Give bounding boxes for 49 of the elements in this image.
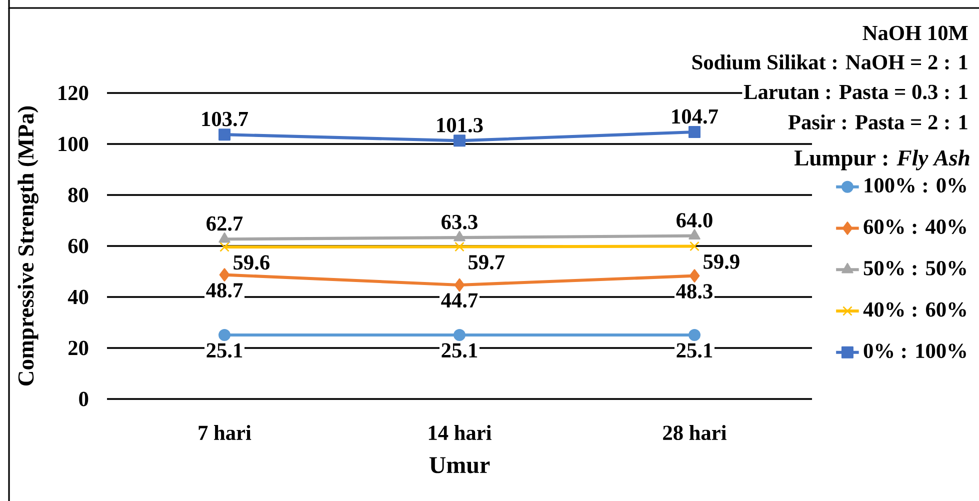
point	[218, 328, 231, 341]
y-tick-label: 80	[68, 188, 88, 202]
legend-title: Lumpur : Fly Ash	[794, 150, 970, 170]
annotation: Larutan : Pasta = 0.3 : 1	[744, 84, 968, 100]
data-label: 59.9	[704, 254, 740, 269]
point	[690, 241, 700, 252]
data-label: 25.1	[442, 343, 478, 358]
point	[454, 134, 466, 147]
legend-label: 50% : 50%	[864, 260, 966, 276]
legend-label: 0% : 100%	[864, 344, 966, 358]
y-tick-label: 0	[79, 392, 88, 406]
point	[454, 278, 465, 292]
y-tick-label: 100	[58, 136, 88, 152]
data-label: 48.3	[676, 284, 712, 299]
data-label: 59.6	[234, 255, 270, 270]
point	[688, 328, 701, 341]
data-label: 59.7	[468, 255, 505, 270]
point	[218, 128, 231, 141]
data-label: 25.1	[676, 343, 712, 358]
y-axis-title: Compressive Strength (MPa)	[18, 106, 38, 386]
legend-label: 60% : 40%	[864, 220, 966, 234]
data-label: 62.7	[206, 216, 243, 231]
text: Sodium Silikat : NaOH = 2 : 1	[692, 54, 968, 70]
point	[689, 269, 700, 283]
data-label: 64.0	[676, 213, 712, 228]
y-tick-label: 40	[68, 290, 88, 304]
x-tick-label: 14 hari	[428, 425, 492, 440]
data-label: 44.7	[441, 293, 478, 308]
point	[688, 126, 701, 138]
x-tick-label: 28 hari	[663, 425, 726, 440]
text: NaOH 10M	[862, 26, 968, 40]
data-label: 63.3	[442, 214, 478, 230]
y-tick-label: 120	[58, 86, 88, 100]
x-tick-label: 7 hari	[198, 425, 252, 440]
y-tick-label: 20	[68, 340, 88, 356]
legend-label: 40% : 60%	[863, 302, 966, 317]
y-tick-label: 60	[68, 238, 88, 254]
data-label: 25.1	[206, 343, 242, 358]
legend-label: 100% : 0%	[864, 178, 966, 193]
data-label: 103.7	[202, 112, 248, 126]
data-label: 101.3	[437, 118, 483, 132]
data-label: 104.7	[672, 109, 718, 124]
data-label: 48.7	[206, 283, 243, 298]
point	[454, 328, 466, 341]
point	[454, 242, 464, 252]
x-axis-title: Umur	[429, 457, 490, 474]
point	[219, 268, 230, 282]
annotation: Pasir : Pasta = 2 : 1	[788, 114, 968, 130]
point	[220, 242, 230, 252]
